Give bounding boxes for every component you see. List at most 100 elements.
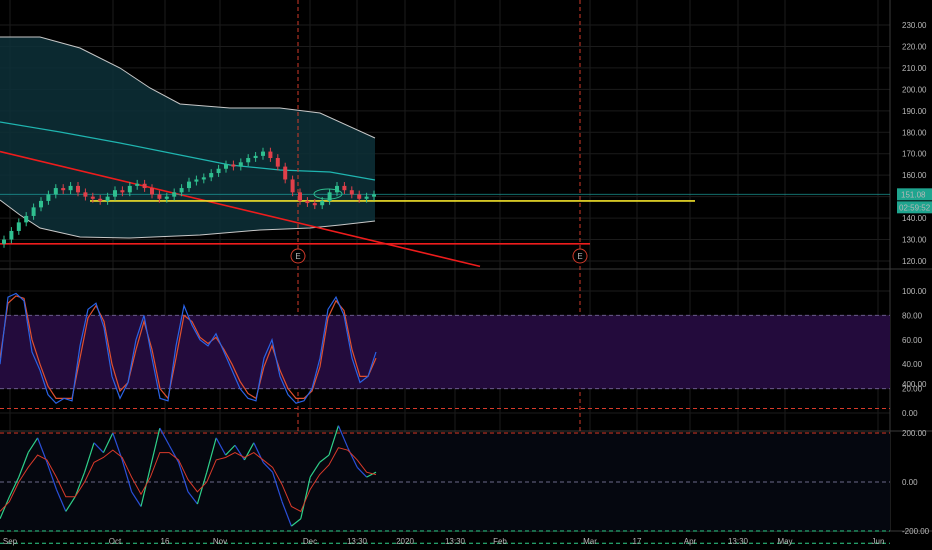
candle-body-30 xyxy=(224,164,228,169)
stoch-tick-label: 20.00 xyxy=(902,385,923,394)
time-axis-label: 16 xyxy=(161,537,170,546)
osc-main-segment-13 xyxy=(112,432,123,461)
price-tick-label: 230.00 xyxy=(902,21,927,30)
candle-body-45 xyxy=(335,185,339,193)
stoch-tick-label: 0.00 xyxy=(902,409,918,418)
time-axis-label: 13:30 xyxy=(728,537,749,546)
candle-body-41 xyxy=(305,200,310,204)
candle-body-43 xyxy=(320,200,325,206)
candle-body-0 xyxy=(2,239,6,244)
osc-main-segment-32 xyxy=(291,518,302,527)
osc-main-segment-1 xyxy=(0,496,10,519)
price-tick-label: 180.00 xyxy=(902,128,927,137)
osc-main-segment-29 xyxy=(262,461,274,473)
osc-main-segment-8 xyxy=(65,496,76,512)
candle-body-31 xyxy=(231,164,236,167)
candle-body-35 xyxy=(261,151,265,156)
candle-body-1 xyxy=(9,230,14,240)
event-marker-2[interactable] xyxy=(572,248,588,264)
price-tick-label: 160.00 xyxy=(902,171,927,180)
candle-body-42 xyxy=(312,203,317,206)
osc-main-segment-11 xyxy=(93,442,104,454)
candle-body-48 xyxy=(357,194,362,199)
candle-body-29 xyxy=(216,168,221,174)
time-axis-label: Nov xyxy=(213,537,227,546)
time-axis-label: Apr xyxy=(684,537,697,546)
osc-main-segment-10 xyxy=(84,442,95,473)
candle-body-2 xyxy=(16,222,21,231)
candle-body-3 xyxy=(24,215,29,223)
time-axis-label: Dec xyxy=(303,537,317,546)
time-axis-label: Feb xyxy=(493,537,507,546)
band-lower-line xyxy=(0,199,376,239)
time-axis-label: 13:30 xyxy=(445,537,466,546)
time-axis-label: May xyxy=(777,537,792,546)
price-tick-label: 200.00 xyxy=(902,85,927,94)
drawing-ellipse[interactable] xyxy=(313,188,343,200)
time-axis-label: Mar xyxy=(583,537,597,546)
osc-main-segment-40 xyxy=(366,471,377,478)
price-tick-label: 210.00 xyxy=(902,64,927,73)
candle-body-19 xyxy=(142,183,147,189)
osc-tick-label: 0.00 xyxy=(902,478,918,487)
osc-main-segment-19 xyxy=(168,444,180,463)
osc-main-segment-16 xyxy=(140,467,151,507)
candle-body-10 xyxy=(76,185,80,193)
candle-body-37 xyxy=(275,158,280,167)
candle-body-32 xyxy=(238,162,243,167)
osc-main-segment-12 xyxy=(102,432,114,453)
event-marker-1[interactable] xyxy=(290,248,306,264)
countdown-badge xyxy=(897,201,932,214)
candle-body-33 xyxy=(246,158,251,163)
candle-body-5 xyxy=(39,200,43,208)
candle-body-8 xyxy=(61,188,66,191)
candle-body-21 xyxy=(157,194,162,199)
candle-body-24 xyxy=(179,188,184,193)
candle-body-17 xyxy=(127,185,132,193)
osc-main-segment-2 xyxy=(8,476,20,497)
osc-main-segment-15 xyxy=(131,491,142,507)
candle-body-26 xyxy=(194,179,199,182)
osc-main-segment-37 xyxy=(337,425,349,448)
osc-main-segment-9 xyxy=(74,471,86,497)
candle-body-49 xyxy=(364,196,369,199)
event-marker-label-2: E xyxy=(577,252,582,261)
candle-body-46 xyxy=(342,185,347,191)
candle-body-39 xyxy=(290,179,295,193)
stoch-k-line xyxy=(0,292,377,405)
candle-body-47 xyxy=(349,190,354,195)
candle-body-40 xyxy=(298,192,302,201)
osc-main-segment-22 xyxy=(196,472,208,505)
countdown-label: 02:59:52 xyxy=(899,203,931,212)
osc-main-segment-36 xyxy=(328,425,339,456)
stoch-d-line xyxy=(0,295,377,400)
time-axis-label: Sep xyxy=(3,537,18,546)
osc-main-segment-4 xyxy=(27,437,39,453)
osc-main-segment-30 xyxy=(272,472,283,502)
osc-main-segment-34 xyxy=(309,462,321,478)
candle-body-28 xyxy=(209,173,214,178)
band-fill xyxy=(0,37,375,238)
osc-main-segment-7 xyxy=(55,489,67,512)
osc-main-segment-39 xyxy=(356,466,368,478)
candle-body-25 xyxy=(187,181,191,189)
time-axis-label: 2020 xyxy=(396,537,414,546)
candle-body-9 xyxy=(68,185,73,191)
candle-body-18 xyxy=(135,183,140,186)
candle-body-6 xyxy=(46,194,51,201)
candle-body-23 xyxy=(172,192,177,197)
candle-body-11 xyxy=(83,192,88,197)
event-marker-label-1: E xyxy=(295,252,300,261)
candle-body-4 xyxy=(31,207,36,216)
osc-main-segment-14 xyxy=(121,459,133,492)
last-price-badge xyxy=(897,188,932,201)
trendline-descending[interactable] xyxy=(0,150,481,268)
candle-body-7 xyxy=(53,188,58,195)
last-price-label: 151.08 xyxy=(901,190,926,199)
stoch-tick-label: 80.00 xyxy=(902,311,923,320)
osc-main-segment-3 xyxy=(18,452,29,478)
osc-main-segment-17 xyxy=(149,427,161,468)
candle-body-27 xyxy=(201,177,206,180)
